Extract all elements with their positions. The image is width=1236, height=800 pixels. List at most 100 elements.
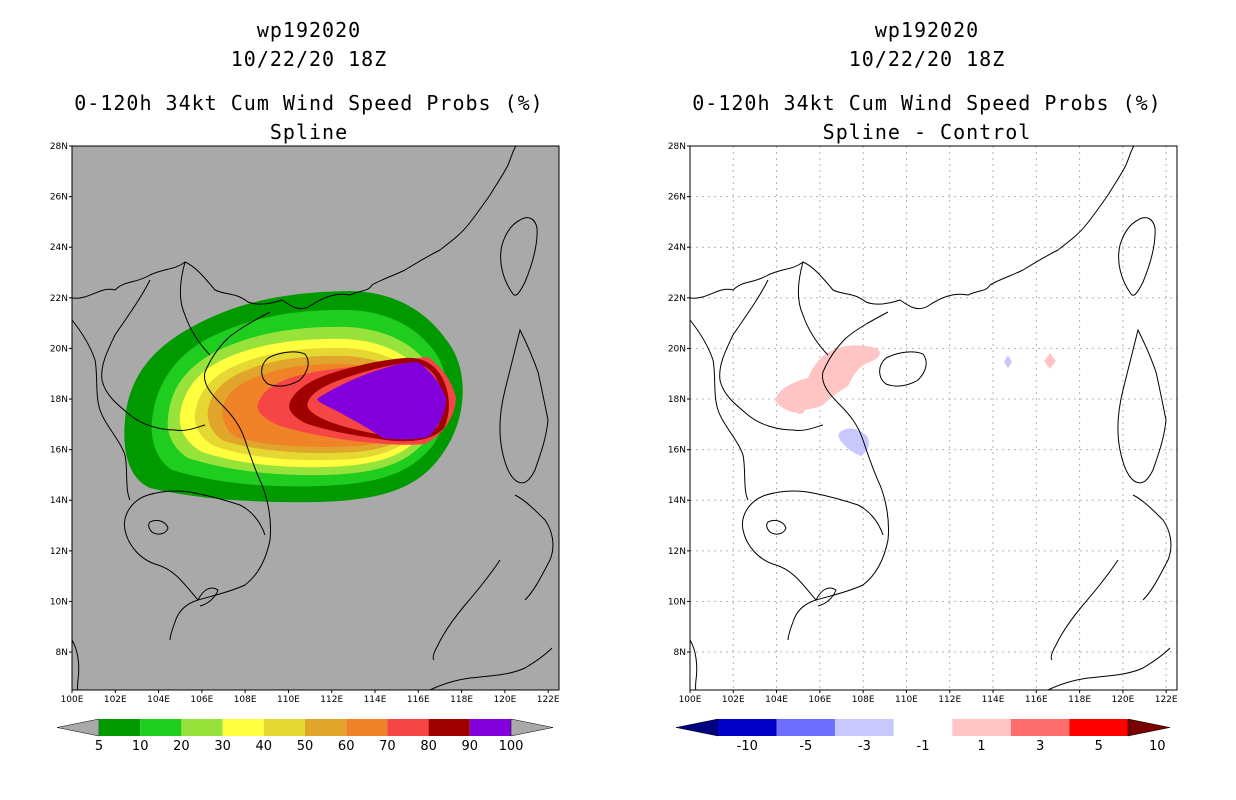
laos-border-2 bbox=[798, 261, 829, 356]
colorbar: 5 10 20 30 40 50 60 70 80 90 100 bbox=[56, 718, 554, 754]
colorbar-label: 20 bbox=[173, 739, 190, 754]
valid-time-title: 10/22/20 18Z bbox=[848, 47, 1006, 71]
colorbar-label: 60 bbox=[338, 739, 355, 754]
thailand-border bbox=[690, 319, 749, 501]
taiwan-island bbox=[1118, 217, 1156, 296]
lon-tick-label: 104E bbox=[765, 695, 788, 705]
colorbar-segment bbox=[346, 719, 388, 736]
lon-tick-label: 122E bbox=[1155, 695, 1178, 705]
colorbar-label: 80 bbox=[420, 739, 437, 754]
laos-border bbox=[101, 279, 206, 431]
method-title: Spline - Control bbox=[822, 120, 1032, 144]
colorbar-lower-arrow bbox=[675, 718, 719, 737]
colorbar-segment bbox=[99, 719, 141, 736]
vietnam-coast bbox=[169, 311, 271, 641]
lon-tick-label: 108E bbox=[852, 695, 875, 705]
colorbar-segment bbox=[140, 719, 182, 736]
lat-tick-label: 22N bbox=[50, 294, 68, 304]
lat-tick-label: 8N bbox=[56, 648, 68, 658]
lon-tick-label: 108E bbox=[234, 695, 257, 705]
lat-tick-label: 18N bbox=[50, 395, 68, 405]
negative-anomaly-point bbox=[1004, 355, 1012, 368]
hainan-island bbox=[261, 351, 309, 387]
lon-tick-label: 116E bbox=[407, 695, 430, 705]
tonlesap-lake bbox=[766, 519, 787, 535]
lat-tick-label: 20N bbox=[668, 344, 686, 354]
lat-tick-label: 20N bbox=[50, 344, 68, 354]
colorbar-segment bbox=[1069, 719, 1128, 736]
map-axes: 100E 102E 104E 106E 108E 110E 112E 114E 116E 118E… bbox=[50, 142, 560, 705]
colorbar-segment bbox=[387, 719, 429, 736]
colorbar-label: 10 bbox=[132, 739, 149, 754]
lon-tick-label: 122E bbox=[537, 695, 560, 705]
lon-tick-label: 114E bbox=[982, 695, 1005, 705]
lon-tick-label: 100E bbox=[61, 695, 84, 705]
lon-tick-label: 106E bbox=[190, 695, 213, 705]
colorbar-label: -5 bbox=[799, 739, 812, 754]
colorbar-label: 5 bbox=[95, 739, 103, 754]
colorbar-label: 90 bbox=[462, 739, 479, 754]
lat-tick-label: 10N bbox=[50, 597, 68, 607]
lon-tick-label: 110E bbox=[895, 695, 918, 705]
lat-tick-label: 10N bbox=[668, 597, 686, 607]
positive-anomaly-point bbox=[1044, 353, 1056, 369]
colorbar-lower-arrow bbox=[56, 718, 100, 737]
visayas-islands bbox=[514, 494, 554, 601]
lon-tick-label: 120E bbox=[493, 695, 516, 705]
colorbar-segment bbox=[952, 719, 1011, 736]
colorbar-label: -3 bbox=[858, 739, 871, 754]
colorbar-segment bbox=[893, 719, 953, 736]
colorbar: -10 -5 -3 -1 1 3 5 10 bbox=[675, 718, 1171, 754]
colorbar-label: 3 bbox=[1036, 739, 1044, 754]
colorbar-label: 10 bbox=[1149, 739, 1166, 754]
product-title: 0-120h 34kt Cum Wind Speed Probs (%) bbox=[74, 91, 544, 115]
colorbar-segment bbox=[718, 719, 777, 736]
lat-tick-label: 22N bbox=[668, 294, 686, 304]
tonlesap-lake bbox=[148, 519, 169, 535]
thailand-border bbox=[72, 319, 131, 501]
lat-tick-label: 8N bbox=[674, 648, 686, 658]
lat-tick-label: 28N bbox=[50, 142, 68, 152]
positive-anomaly-region bbox=[775, 345, 880, 413]
lat-tick-label: 28N bbox=[668, 142, 686, 152]
lat-tick-label: 16N bbox=[668, 446, 686, 456]
colorbar-upper-arrow bbox=[1127, 718, 1171, 737]
product-title: 0-120h 34kt Cum Wind Speed Probs (%) bbox=[692, 91, 1162, 115]
borneo-coast-2 bbox=[429, 647, 553, 690]
map-axes: 100E 102E 104E 106E 108E 110E 112E 114E 116E 118E… bbox=[668, 142, 1178, 705]
method-title: Spline bbox=[269, 120, 349, 144]
colorbar-segment bbox=[1010, 719, 1070, 736]
lat-tick-label: 24N bbox=[668, 243, 686, 253]
lat-tick-label: 12N bbox=[668, 547, 686, 557]
colorbar-label: 1 bbox=[977, 739, 985, 754]
colorbar-upper-arrow bbox=[510, 718, 554, 737]
colorbar-segment bbox=[469, 719, 511, 736]
lat-tick-label: 24N bbox=[50, 243, 68, 253]
lat-tick-label: 26N bbox=[668, 193, 686, 203]
colorbar-segment bbox=[776, 719, 836, 736]
taiwan-island bbox=[500, 217, 538, 296]
luzon-island bbox=[499, 328, 549, 484]
colorbar-label: 40 bbox=[256, 739, 273, 754]
colorbar-label: -10 bbox=[737, 739, 758, 754]
lon-tick-label: 104E bbox=[147, 695, 170, 705]
lat-tick-label: 14N bbox=[668, 496, 686, 506]
palawan-island bbox=[432, 559, 501, 661]
borneo-coast-2 bbox=[1047, 647, 1171, 690]
storm-id-title: wp192020 bbox=[874, 18, 980, 42]
positive-anomaly-spot bbox=[795, 403, 805, 414]
mekong-delta bbox=[197, 587, 219, 607]
cambodia-border bbox=[123, 490, 266, 601]
colorbar-label: -1 bbox=[917, 739, 930, 754]
valid-time-title: 10/22/20 18Z bbox=[230, 47, 388, 71]
lat-tick-label: 26N bbox=[50, 193, 68, 203]
storm-id-title: wp192020 bbox=[256, 18, 362, 42]
contour-100 bbox=[317, 362, 446, 440]
lon-tick-label: 102E bbox=[722, 695, 745, 705]
colorbar-label: 5 bbox=[1095, 739, 1103, 754]
mekong-delta bbox=[815, 587, 837, 607]
colorbar-label: 100 bbox=[499, 739, 524, 754]
lon-tick-label: 114E bbox=[364, 695, 387, 705]
lon-tick-label: 102E bbox=[104, 695, 127, 705]
colorbar-segment bbox=[181, 719, 223, 736]
